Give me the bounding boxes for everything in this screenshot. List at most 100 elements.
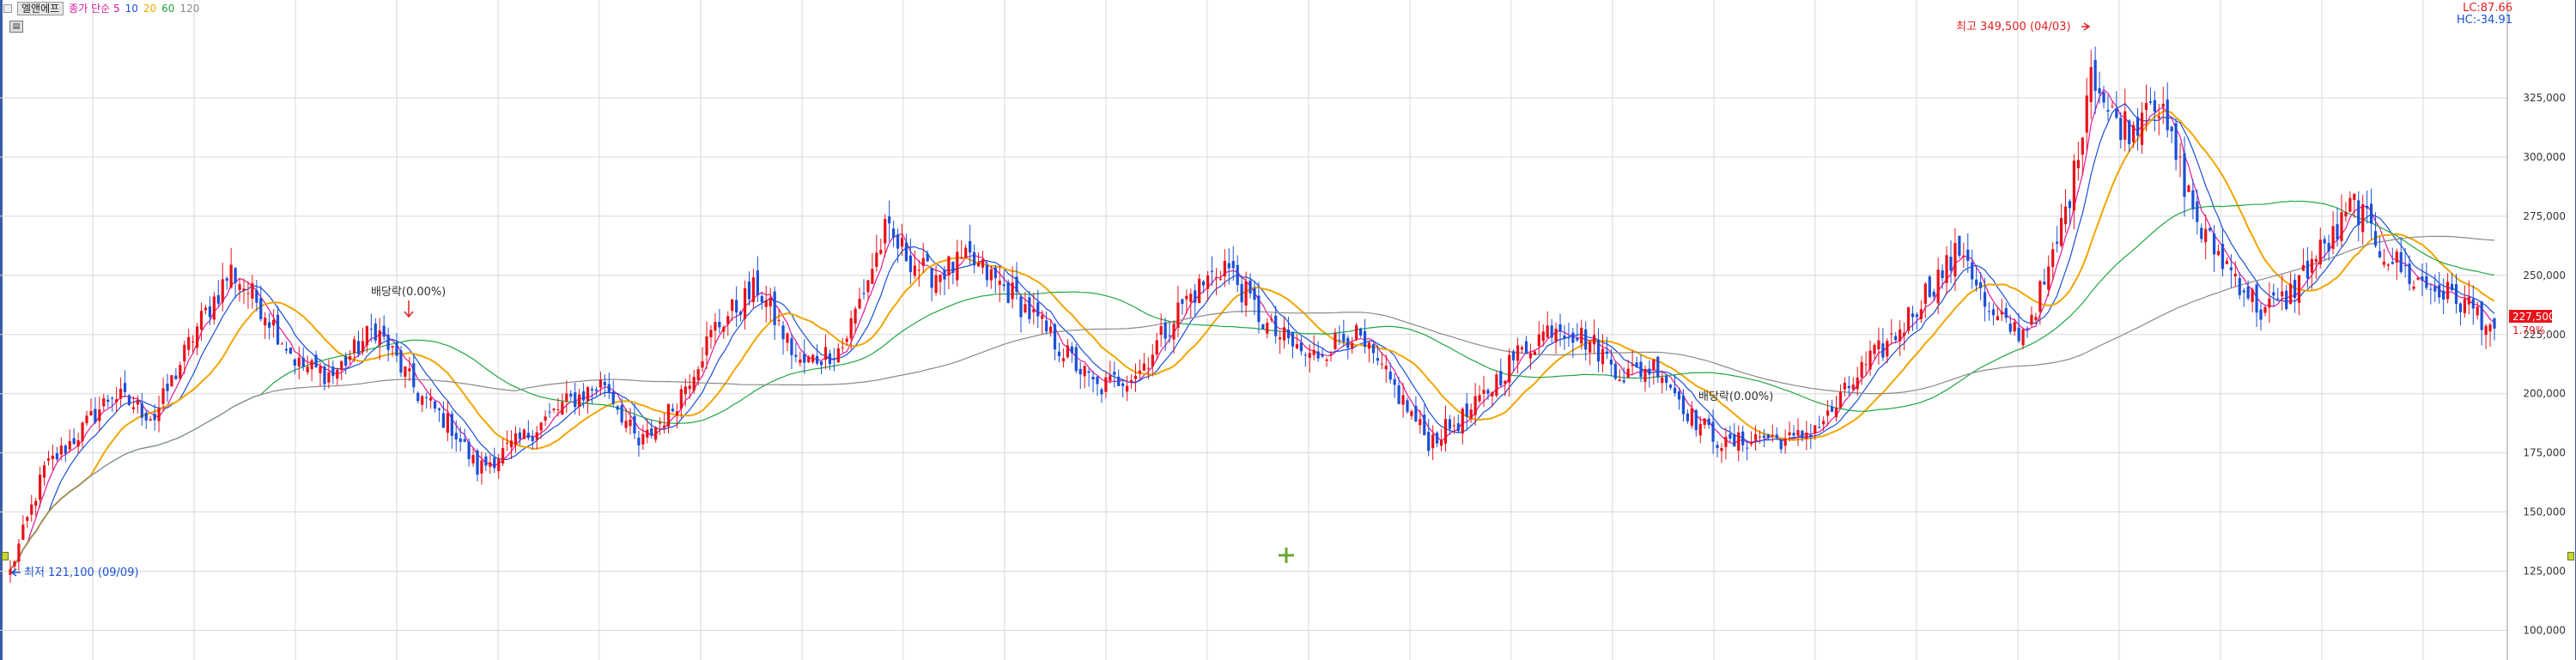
candle-body	[1024, 304, 1027, 312]
candle-body	[1541, 331, 1545, 342]
candle-body	[1690, 408, 1693, 427]
candle-body	[1652, 359, 1656, 371]
candle-body	[2272, 292, 2275, 296]
candle-body	[1618, 379, 1621, 381]
candle-body	[437, 408, 441, 410]
candle-body	[1334, 333, 1337, 349]
ma20-label[interactable]: 20	[143, 3, 157, 15]
candle-body	[2148, 101, 2153, 103]
candle-body	[1665, 376, 1668, 384]
candle-body	[1741, 431, 1745, 445]
candle-body	[2416, 277, 2420, 280]
candle-body	[884, 219, 887, 244]
candle-body	[2144, 102, 2148, 111]
candle-body	[1351, 342, 1354, 349]
candle-body	[1648, 368, 1651, 375]
candle-body	[1078, 368, 1082, 375]
candle-body	[1070, 346, 1073, 354]
y-tick-label: 150,000	[2523, 506, 2566, 518]
candle-body	[1589, 342, 1592, 353]
candle-body	[1899, 329, 1902, 342]
candle-body	[1061, 358, 1066, 362]
candle-body	[1661, 377, 1664, 384]
candle-body	[2484, 325, 2488, 336]
candle-body	[849, 318, 853, 339]
candle-body	[179, 365, 182, 379]
candle-body	[2327, 242, 2330, 251]
candle-body	[709, 330, 713, 338]
candle-body	[1949, 257, 1953, 271]
panel-toggle-icon[interactable]: ▤	[9, 21, 23, 33]
candle-body	[1669, 384, 1673, 388]
candle-body	[799, 359, 802, 363]
candle-body	[161, 388, 165, 404]
candle-body	[908, 255, 913, 273]
moving-average-layer	[9, 88, 2495, 570]
candle-body	[985, 264, 989, 281]
candle-body	[1639, 361, 1643, 378]
left-edge-handle[interactable]	[2, 552, 9, 560]
candle-body	[1906, 307, 1911, 331]
candle-body	[2056, 241, 2059, 244]
candle-body	[1443, 419, 1448, 444]
current-change-label: 1.79%	[2512, 324, 2545, 336]
candle-body	[1198, 278, 1201, 304]
candle-body	[136, 400, 139, 405]
candle-body	[1367, 342, 1371, 349]
right-edge-handle[interactable]	[2567, 552, 2574, 560]
candle-body	[1822, 421, 1826, 425]
candle-body	[1015, 276, 1018, 293]
candle-body	[2047, 266, 2050, 290]
candle-body	[2263, 306, 2267, 313]
candle-layer	[9, 46, 2496, 583]
candle-body	[2463, 299, 2466, 313]
ma10-label[interactable]: 10	[125, 3, 138, 15]
candle-body	[2255, 284, 2258, 313]
candle-body	[1941, 270, 1944, 279]
candle-body	[1109, 375, 1112, 381]
low-arrow-icon	[10, 568, 21, 577]
candle-body	[1814, 425, 1817, 434]
candle-body	[361, 341, 365, 353]
candle-body	[382, 325, 386, 337]
candle-body	[2476, 306, 2479, 316]
candle-body	[993, 267, 997, 279]
candle-body	[607, 384, 611, 393]
candle-body	[1626, 368, 1630, 378]
ma120-label[interactable]: 120	[179, 3, 200, 15]
candle-body	[2458, 303, 2463, 312]
candle-body	[149, 419, 152, 421]
candle-body	[2072, 160, 2076, 211]
candle-body	[701, 360, 704, 368]
ma60-label[interactable]: 60	[161, 3, 175, 15]
candle-body	[72, 438, 76, 445]
candle-body	[13, 561, 16, 567]
candle-body	[1915, 314, 1919, 318]
candle-body	[2301, 264, 2306, 271]
candle-body	[2480, 301, 2483, 330]
candle-body	[1384, 366, 1388, 370]
candle-body	[2399, 251, 2403, 272]
candle-body	[1346, 337, 1350, 348]
candle-body	[131, 407, 136, 409]
candle-body	[2348, 197, 2352, 212]
candle-body	[1962, 255, 1965, 257]
legend-collapse-icon[interactable]	[3, 4, 12, 13]
candle-body	[976, 263, 981, 267]
candle-body	[836, 348, 840, 363]
ma5-label[interactable]: 종가 단순 5	[69, 3, 120, 15]
candle-body	[1843, 382, 1846, 390]
candle-body	[2017, 327, 2020, 342]
candle-body	[2403, 265, 2407, 267]
candle-body	[1749, 441, 1753, 445]
stock-name-button[interactable]: 엘앤에프	[17, 2, 64, 15]
candle-body	[1563, 335, 1566, 339]
crosshair-icon	[1279, 548, 1294, 563]
candle-body	[2378, 251, 2382, 257]
y-tick-label: 275,000	[2523, 210, 2566, 222]
candle-body	[1631, 364, 1634, 366]
candle-body	[2140, 112, 2144, 145]
candle-body	[1703, 418, 1706, 426]
candle-body	[1321, 354, 1324, 357]
